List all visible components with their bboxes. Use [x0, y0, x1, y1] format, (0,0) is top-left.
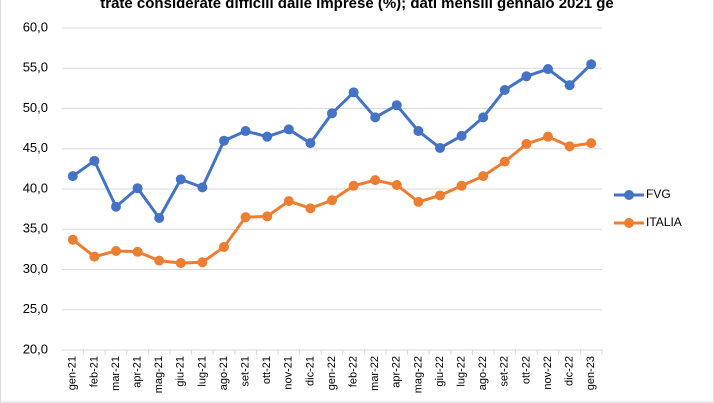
point: [499, 84, 510, 95]
x-tick-label: gen-23: [585, 356, 597, 390]
point: [413, 126, 424, 137]
y-tick-label: 25,0: [23, 301, 48, 316]
x-tick-label: feb-22: [348, 356, 360, 387]
x-tick-label: nov-21: [283, 356, 295, 390]
point: [521, 71, 532, 82]
point: [219, 241, 229, 252]
x-tick-label: set-22: [499, 356, 511, 387]
point: [348, 87, 359, 98]
x-tick-label: gen-21: [67, 356, 79, 390]
legend-marker: [624, 218, 634, 228]
point: [413, 196, 424, 207]
point: [435, 190, 445, 201]
point: [543, 131, 553, 142]
x-tick-label: ago-21: [218, 356, 230, 390]
point: [586, 59, 597, 70]
point: [89, 251, 100, 262]
point: [370, 112, 381, 123]
point: [175, 258, 186, 269]
y-tick-label: 50,0: [23, 100, 48, 115]
point: [175, 174, 186, 185]
point: [348, 180, 359, 191]
y-tick-label: 60,0: [23, 19, 48, 34]
point: [456, 130, 467, 141]
x-tick-label: set-21: [240, 356, 252, 387]
point: [586, 138, 597, 149]
point: [240, 212, 251, 223]
point: [499, 156, 510, 167]
point: [478, 171, 489, 182]
y-tick-label: 55,0: [23, 60, 48, 75]
point: [240, 126, 251, 137]
point: [132, 246, 143, 257]
point: [67, 234, 78, 245]
x-tick-label: nov-22: [542, 356, 554, 390]
x-tick-label: dic-22: [564, 356, 576, 386]
x-tick-label: dic-21: [304, 356, 316, 386]
point: [283, 124, 294, 135]
point: [370, 175, 381, 186]
point: [327, 108, 337, 119]
x-tick-label: ott-22: [520, 356, 532, 384]
point: [521, 138, 532, 149]
point: [197, 182, 208, 193]
point: [305, 203, 316, 214]
point: [89, 155, 100, 166]
series-line: [71, 63, 593, 221]
point: [305, 138, 316, 149]
x-tick-label: lug-21: [196, 356, 208, 387]
point: [391, 179, 402, 190]
y-tick-label: 35,0: [23, 221, 48, 236]
point: [391, 100, 402, 111]
point: [219, 135, 229, 146]
x-tick-label: mar-22: [369, 356, 381, 391]
x-tick-label: apr-22: [391, 356, 403, 388]
point: [132, 183, 143, 194]
point: [435, 142, 445, 153]
point: [543, 64, 553, 75]
x-tick-label: giu-21: [175, 356, 187, 387]
point: [262, 211, 273, 222]
point: [564, 141, 575, 152]
legend-marker: [624, 190, 634, 200]
y-tick-label: 40,0: [23, 180, 48, 195]
point: [154, 255, 165, 266]
x-tick-label: apr-21: [132, 356, 144, 388]
point: [564, 80, 575, 91]
y-tick-label: 30,0: [23, 261, 48, 276]
point: [478, 112, 489, 123]
x-tick-label: ott-21: [261, 356, 273, 384]
point: [456, 180, 467, 191]
point: [154, 212, 165, 223]
y-tick-label: 45,0: [23, 140, 48, 155]
point: [262, 131, 273, 142]
x-tick-label: mag-21: [153, 356, 165, 393]
point: [111, 201, 121, 212]
x-tick-label: lug-22: [456, 356, 468, 387]
point: [327, 195, 337, 206]
point: [67, 171, 78, 182]
point: [283, 196, 294, 207]
x-tick-label: giu-22: [434, 356, 446, 387]
x-tick-label: mar-21: [110, 356, 122, 391]
chart-title: trate considerate difficili dalle impres…: [100, 0, 614, 12]
point: [197, 257, 208, 268]
x-tick-label: ago-22: [477, 356, 489, 390]
x-tick-label: mag-22: [412, 356, 424, 393]
legend-label: FVG: [646, 187, 671, 201]
x-tick-label: feb-21: [88, 356, 100, 387]
legend-label: ITALIA: [646, 215, 682, 229]
x-tick-label: gen-22: [326, 356, 338, 390]
point: [111, 245, 121, 256]
y-tick-label: 20,0: [23, 341, 48, 356]
